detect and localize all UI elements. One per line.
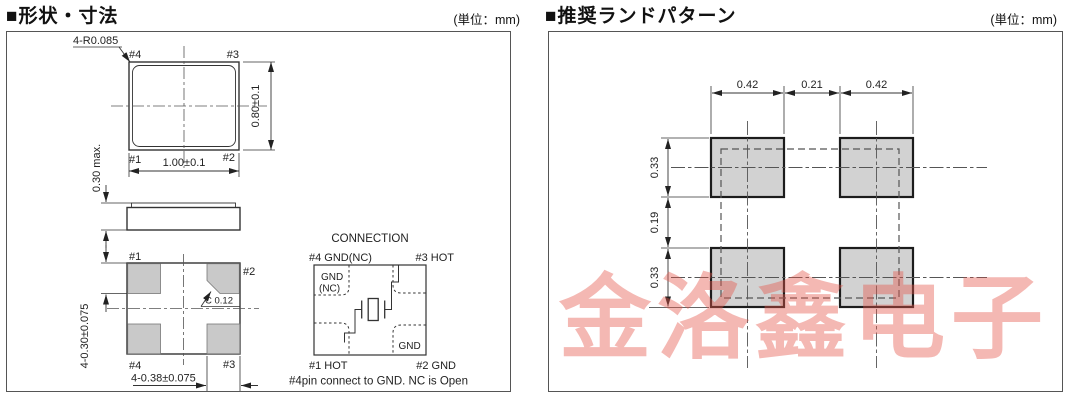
dim-label-pad-width-left: 0.42 xyxy=(737,79,758,91)
pad-region-top-right xyxy=(392,265,426,294)
dim-label-pad-width-right: 0.42 xyxy=(866,79,887,91)
pad-4 xyxy=(127,323,161,355)
right-section-title: ■推奨ランドパターン xyxy=(545,6,737,27)
land-pattern-panel: 0.42 0.21 0.42 0.33 0.19 0.33 金洛鑫电子 xyxy=(548,31,1063,392)
bottom-view xyxy=(101,245,259,391)
right-unit-label: (単位：mm) xyxy=(990,13,1057,27)
top-view-height-dim: 0.80±0.1 xyxy=(250,85,262,128)
connection-pin3-label: #3 HOT xyxy=(415,252,454,264)
chamfer-label: C 0.12 xyxy=(205,296,233,307)
connection-pin2-label: #2 GND xyxy=(416,360,456,372)
bottom-view-pad-height-dim: 4-0.30±0.075 xyxy=(79,304,91,369)
connection-note: #4pin connect to GND. NC is Open xyxy=(289,376,468,388)
radius-leader-arrow xyxy=(118,46,131,63)
land-pads xyxy=(709,136,915,309)
crystal-element xyxy=(367,297,379,322)
top-view-width-dim: 1.00±0.1 xyxy=(163,157,206,169)
dim-label-gap-x: 0.21 xyxy=(801,79,822,91)
shape-dimensions-drawing: 4-R0.085 #4 #3 #1 #2 1.00±0.1 0.80±0.1 0… xyxy=(73,35,468,391)
connection-gnd-label: GND xyxy=(399,341,421,352)
crystal-lead-pin1 xyxy=(344,309,362,343)
left-unit-label: (単位：mm) xyxy=(453,13,520,27)
chamfer-leader-arrow xyxy=(200,291,212,307)
side-view-thickness-dim: 0.30 max. xyxy=(91,144,103,192)
left-section-title: ■形状・寸法 xyxy=(6,6,119,27)
top-view xyxy=(73,46,275,177)
bottom-view-pin1-label: #1 xyxy=(129,251,141,263)
dimension-lines xyxy=(649,86,914,308)
connection-diagram xyxy=(313,264,427,356)
side-view xyxy=(101,185,241,248)
bottom-view-pin4-label: #4 xyxy=(129,360,141,372)
connection-pin4-label: #4 GND(NC) xyxy=(309,252,372,264)
connection-gnd-nc-line2: (NC) xyxy=(319,284,340,295)
side-view-body xyxy=(126,206,241,231)
crystal-lead-pin3 xyxy=(384,265,399,310)
package-outline-dashed xyxy=(720,148,900,299)
dim-label-pad-height-bottom: 0.33 xyxy=(649,267,661,288)
centerlines xyxy=(671,121,987,368)
bottom-view-pin3-label: #3 xyxy=(223,359,235,371)
top-view-pin2-label: #2 xyxy=(223,152,235,164)
connection-pin1-label: #1 HOT xyxy=(309,360,348,372)
bottom-view-pad-width-dim: 4-0.38±0.075 xyxy=(131,373,196,385)
pad-3 xyxy=(206,323,241,355)
top-view-pin4-label: #4 xyxy=(129,49,141,61)
pad-2-chamfered xyxy=(206,263,240,294)
top-view-pin1-label: #1 xyxy=(129,154,141,166)
land-pattern-drawing: 0.42 0.21 0.42 0.33 0.19 0.33 xyxy=(649,79,987,368)
dim-label-gap-y: 0.19 xyxy=(649,212,661,233)
dim-label-pad-height-top: 0.33 xyxy=(649,157,661,178)
corner-radius-label: 4-R0.085 xyxy=(73,35,118,47)
shape-dimensions-panel: 4-R0.085 #4 #3 #1 #2 1.00±0.1 0.80±0.1 0… xyxy=(6,31,511,392)
connection-title: CONNECTION xyxy=(331,233,408,245)
connection-gnd-nc-line1: GND xyxy=(321,272,343,283)
pad-region-bottom-left xyxy=(314,322,350,355)
pad-region-bottom-right xyxy=(392,324,426,355)
pad-1 xyxy=(127,263,161,294)
connection-box xyxy=(313,264,427,356)
pad-region-top-left xyxy=(314,265,350,296)
bottom-view-pin2-label: #2 xyxy=(243,266,255,278)
top-view-pin3-label: #3 xyxy=(227,49,239,61)
